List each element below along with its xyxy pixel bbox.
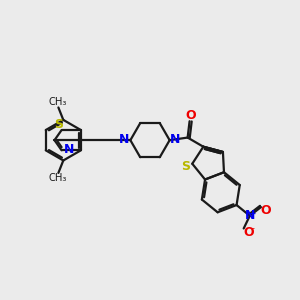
- Text: O: O: [243, 226, 254, 239]
- Text: ⁻: ⁻: [249, 226, 254, 236]
- Text: N: N: [170, 133, 181, 146]
- Text: O: O: [186, 109, 196, 122]
- Text: +: +: [249, 209, 255, 218]
- Text: O: O: [260, 204, 271, 217]
- Text: S: S: [181, 160, 190, 173]
- Text: N: N: [244, 209, 255, 222]
- Text: N: N: [119, 133, 130, 146]
- Text: CH₃: CH₃: [49, 173, 67, 184]
- Text: N: N: [64, 143, 74, 156]
- Text: CH₃: CH₃: [49, 97, 67, 107]
- Text: S: S: [54, 118, 63, 131]
